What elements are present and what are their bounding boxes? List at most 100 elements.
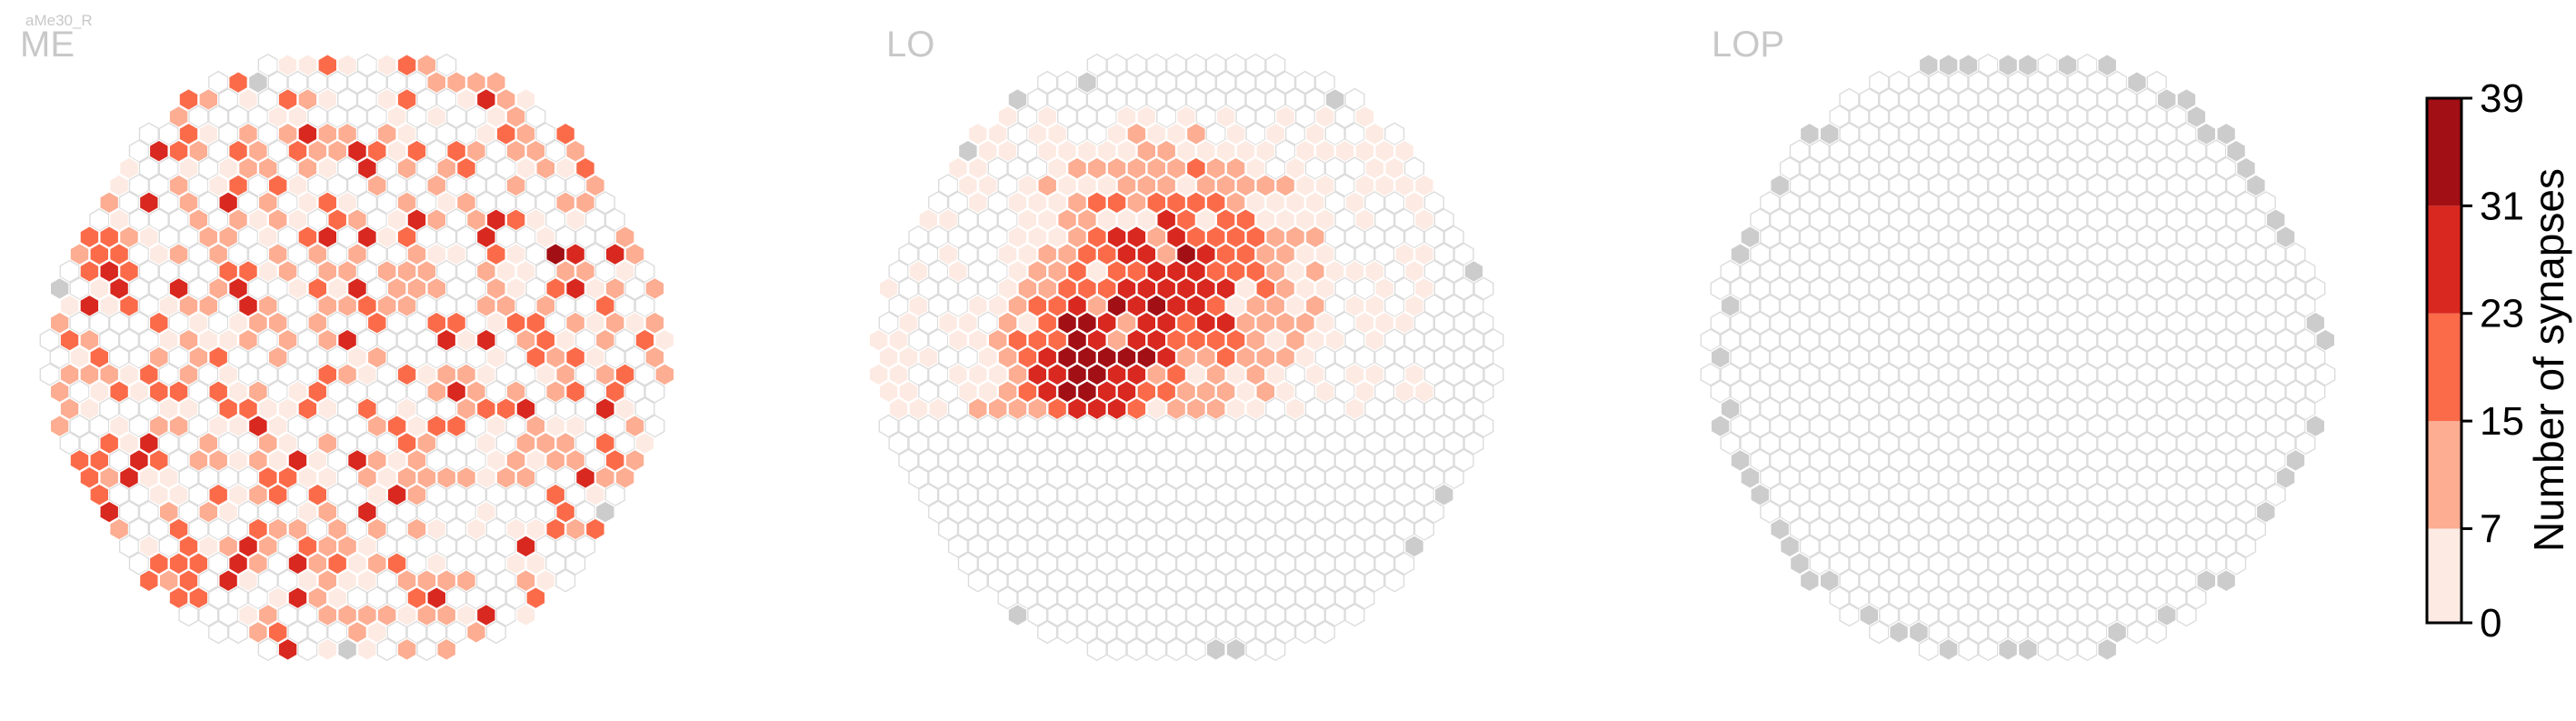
hex-column-empty [2146,586,2167,610]
hex-column-outside [1958,53,1979,77]
hex-column-empty [1106,637,1127,662]
hex-column-empty [1978,396,1999,421]
hex-column-synapses [1076,139,1097,164]
hex-column-synapses [525,551,546,576]
hex-column-synapses [1403,259,1425,284]
hex-column-synapses [1166,328,1187,352]
hex-column-synapses [1175,242,1197,266]
hex-column-synapses [247,620,268,645]
hex-column-empty [2037,396,2058,421]
hex-column-empty [2027,414,2048,438]
hex-column-synapses [1413,207,1434,232]
hex-column-empty [2037,568,2058,593]
hex-column-empty [1978,294,1999,318]
hex-column-empty [2295,259,2316,284]
hex-column-empty [1839,225,1860,249]
hex-column-synapses [1215,139,1236,164]
hex-column-synapses [267,174,288,197]
hex-column-empty [218,87,239,112]
hex-column-outside [2216,122,2237,146]
hex-column-empty [475,156,496,180]
hex-column-empty [109,311,130,335]
hex-column-synapses [455,396,477,421]
hex-column-empty [1195,620,1216,645]
hex-column-empty [1384,328,1405,352]
hex-column-empty [2126,620,2147,645]
hex-column-empty [366,586,387,610]
hex-column-empty [1789,345,1810,369]
hex-column-synapses [396,637,417,662]
hex-column-synapses [1324,259,1345,284]
hex-column-synapses [356,156,377,180]
hex-column-synapses [1106,259,1127,284]
hex-column-synapses [1007,328,1028,352]
hex-column-empty [2107,448,2128,473]
hex-column-synapses [337,259,358,284]
hex-column-empty [1789,311,1810,335]
hex-column-empty [1334,586,1355,610]
hex-column-empty [1126,535,1147,558]
hex-column-empty [198,466,219,490]
hex-column-empty [2116,363,2138,386]
colorbar-bin [2427,98,2461,206]
hex-column-synapses [406,139,427,164]
hex-column-empty [947,431,969,456]
hex-column-synapses [1215,174,1236,197]
hex-column-empty [485,174,506,197]
hex-column-synapses [1354,139,1375,164]
hex-column-synapses [1057,139,1078,164]
hex-column-empty [1185,466,1206,490]
hex-column-synapses [426,517,447,541]
hex-column-empty [584,448,605,473]
hex-column-empty [1453,379,1474,404]
hex-column-synapses [1205,363,1226,386]
hex-column-empty [1789,242,1810,266]
hex-column-synapses [565,311,586,335]
hex-column-empty [495,431,516,456]
hex-column-empty [1928,379,1949,404]
hex-column-empty [406,345,427,369]
hex-column-empty [465,242,486,266]
hex-column-empty [1027,466,1048,490]
hex-column-empty [1245,431,1266,456]
hex-column-empty [1998,535,2019,558]
hex-column-synapses [1413,379,1434,404]
hex-column-outside [2275,225,2296,249]
hex-column-empty [2176,122,2197,146]
hex-column-empty [1839,396,1860,421]
hex-column-empty [574,500,596,524]
hex-column-empty [1304,396,1325,421]
hex-column-synapses [1066,294,1088,318]
hex-column-empty [2077,603,2098,627]
hex-column-synapses [208,483,229,507]
hex-column-synapses [485,311,506,335]
hex-column-synapses [198,535,219,558]
hex-column-synapses [376,53,397,77]
hex-column-empty [2295,363,2316,386]
hex-column-synapses [1027,259,1048,284]
hex-column-synapses [1037,207,1058,232]
hex-column-empty [1859,156,1880,180]
hex-column-synapses [1136,276,1157,301]
hex-column-synapses [148,345,169,369]
hex-column-empty [1829,345,1850,369]
hex-column-synapses [1354,105,1375,129]
hex-column-synapses [327,207,348,232]
hex-column-empty [188,517,209,541]
hex-column-empty [2027,448,2048,473]
hex-column-empty [1889,242,1910,266]
hex-column-empty [1185,637,1206,662]
hex-column-synapses [436,568,457,593]
hex-column-empty [2275,396,2296,421]
hex-column-empty [1799,500,1820,524]
hex-column-empty [1116,517,1137,541]
hex-column-synapses [376,87,397,112]
hex-column-empty [426,345,447,369]
hex-column-synapses [158,328,179,352]
hex-column-empty [485,517,506,541]
hex-column-empty [1156,70,1177,95]
hex-column-empty [1245,637,1266,662]
hex-column-synapses [1225,225,1246,249]
hex-column-empty [947,466,969,490]
hex-column-empty [346,70,368,95]
